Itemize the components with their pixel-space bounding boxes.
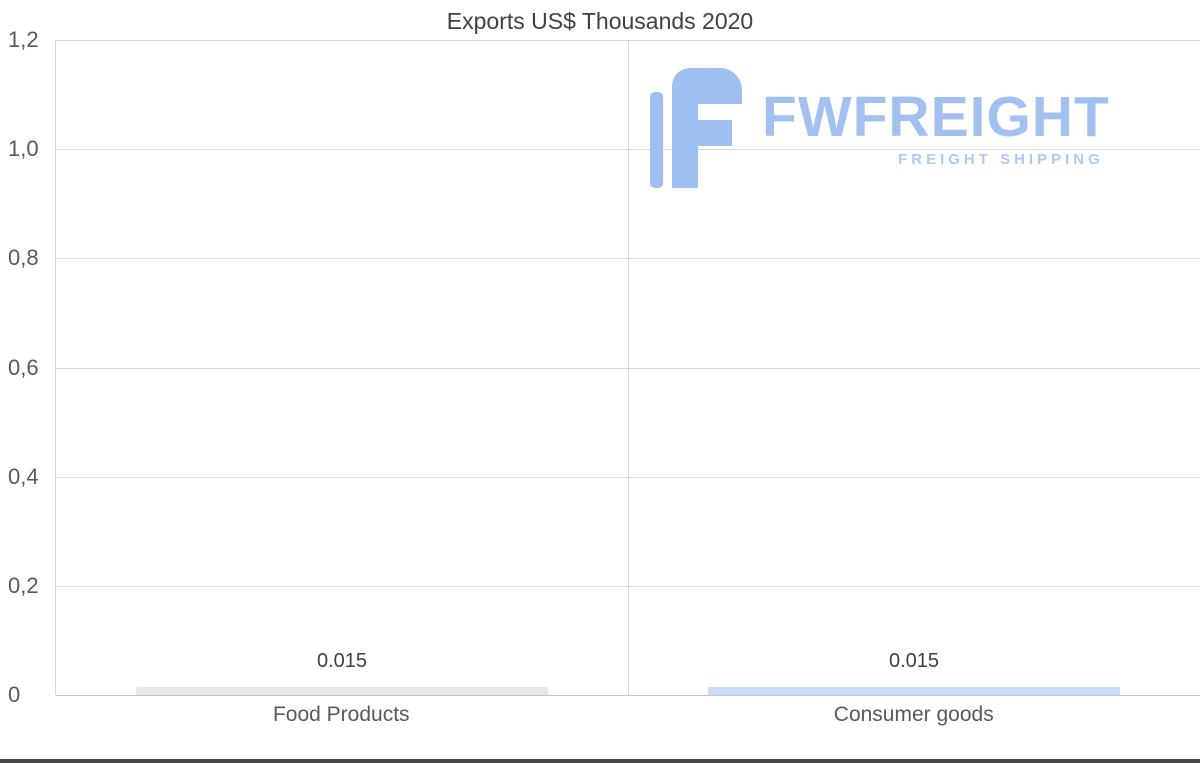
vertical-gridline — [628, 40, 629, 695]
bar — [708, 686, 1120, 695]
logo-tagline: FREIGHT SHIPPING — [898, 151, 1104, 169]
y-tick-label: 1,0 — [8, 136, 39, 162]
x-axis: Food Products Consumer goods — [55, 703, 1200, 727]
bar-value-label: 0.015 — [316, 649, 368, 672]
y-tick-label: 0,2 — [8, 572, 39, 598]
logo-wordmark: FWFREIGHT — [762, 84, 1110, 149]
category-label: Consumer goods — [833, 703, 994, 726]
logo-textblock: FWFREIGHT FREIGHT SHIPPING — [762, 84, 1110, 169]
plot-area: 0.015 0.015 — [55, 40, 1200, 696]
bar — [136, 686, 548, 695]
logo-icon-bar — [650, 92, 663, 188]
y-tick-label: 0,8 — [8, 245, 39, 271]
window-bottom-edge — [0, 759, 1200, 763]
logo-watermark: FWFREIGHT FREIGHT SHIPPING — [650, 68, 1110, 188]
category-label: Food Products — [272, 703, 410, 726]
y-tick-label: 0,6 — [8, 354, 39, 380]
y-tick-label: 0 — [8, 682, 21, 707]
bar-value-label: 0.015 — [888, 649, 940, 672]
y-tick-label: 0,4 — [8, 463, 39, 489]
y-tick-label: 1,2 — [8, 27, 39, 52]
chart-title: Exports US$ Thousands 2020 — [446, 8, 754, 34]
fwfreight-logo-icon — [650, 68, 742, 188]
gridline — [56, 695, 1200, 696]
y-axis: 0 0,2 0,4 0,6 0,8 1,0 1,2 — [0, 27, 50, 707]
logo-icon-f-shape — [672, 68, 742, 188]
